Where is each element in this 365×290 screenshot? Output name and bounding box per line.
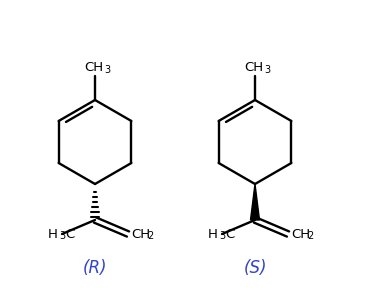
Text: 3: 3: [264, 65, 270, 75]
Text: 3: 3: [219, 231, 225, 241]
Text: 3: 3: [59, 231, 65, 241]
Text: CH: CH: [84, 61, 104, 74]
Text: 2: 2: [147, 231, 153, 241]
Polygon shape: [250, 184, 260, 220]
Text: H: H: [208, 229, 218, 242]
Text: CH: CH: [131, 229, 150, 242]
Text: H: H: [48, 229, 58, 242]
Text: (S): (S): [243, 259, 267, 277]
Text: C: C: [65, 229, 74, 242]
Text: 2: 2: [307, 231, 313, 241]
Text: CH: CH: [245, 61, 264, 74]
Text: C: C: [225, 229, 234, 242]
Text: (R): (R): [83, 259, 107, 277]
Text: CH: CH: [291, 229, 310, 242]
Text: 3: 3: [104, 65, 110, 75]
